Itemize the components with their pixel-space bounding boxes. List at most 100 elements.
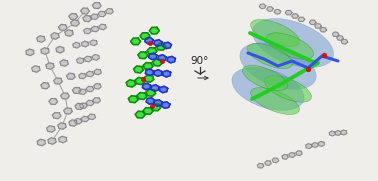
Polygon shape bbox=[98, 11, 106, 17]
Polygon shape bbox=[46, 63, 54, 69]
Polygon shape bbox=[37, 36, 45, 42]
Polygon shape bbox=[285, 10, 292, 15]
Polygon shape bbox=[160, 86, 168, 93]
Polygon shape bbox=[59, 136, 67, 143]
Polygon shape bbox=[305, 144, 312, 149]
Polygon shape bbox=[143, 83, 150, 90]
Polygon shape bbox=[163, 70, 170, 77]
Polygon shape bbox=[144, 75, 154, 82]
Polygon shape bbox=[137, 92, 147, 100]
Polygon shape bbox=[91, 26, 99, 32]
Ellipse shape bbox=[251, 88, 299, 114]
Polygon shape bbox=[59, 24, 67, 31]
Polygon shape bbox=[67, 73, 75, 79]
Ellipse shape bbox=[248, 43, 293, 69]
Polygon shape bbox=[69, 14, 77, 20]
Polygon shape bbox=[91, 14, 98, 19]
Polygon shape bbox=[151, 85, 159, 91]
Polygon shape bbox=[312, 143, 318, 148]
Polygon shape bbox=[49, 98, 57, 104]
Polygon shape bbox=[274, 9, 281, 14]
Polygon shape bbox=[48, 138, 56, 144]
Polygon shape bbox=[56, 46, 64, 53]
Polygon shape bbox=[46, 126, 55, 132]
Polygon shape bbox=[54, 78, 62, 84]
Polygon shape bbox=[94, 69, 101, 75]
Polygon shape bbox=[161, 102, 170, 108]
Polygon shape bbox=[318, 141, 324, 146]
Polygon shape bbox=[90, 40, 97, 46]
Polygon shape bbox=[296, 151, 302, 155]
Polygon shape bbox=[329, 131, 335, 136]
Polygon shape bbox=[310, 20, 316, 25]
Polygon shape bbox=[93, 98, 101, 103]
Polygon shape bbox=[84, 56, 91, 62]
Polygon shape bbox=[335, 131, 341, 135]
Polygon shape bbox=[41, 83, 50, 89]
Polygon shape bbox=[60, 60, 68, 66]
Polygon shape bbox=[146, 89, 156, 96]
Polygon shape bbox=[58, 123, 66, 129]
Polygon shape bbox=[143, 62, 153, 70]
Polygon shape bbox=[292, 14, 298, 18]
Ellipse shape bbox=[251, 20, 299, 47]
Polygon shape bbox=[94, 84, 101, 89]
Polygon shape bbox=[145, 37, 153, 44]
Polygon shape bbox=[149, 53, 157, 60]
Polygon shape bbox=[71, 20, 79, 26]
Polygon shape bbox=[79, 89, 86, 94]
Polygon shape bbox=[135, 77, 145, 85]
Polygon shape bbox=[167, 56, 175, 63]
Polygon shape bbox=[320, 28, 327, 32]
Polygon shape bbox=[51, 33, 59, 39]
Polygon shape bbox=[64, 108, 72, 114]
Polygon shape bbox=[74, 119, 82, 124]
Polygon shape bbox=[105, 9, 113, 14]
Ellipse shape bbox=[232, 68, 304, 110]
Ellipse shape bbox=[253, 18, 333, 68]
Polygon shape bbox=[99, 24, 106, 30]
Polygon shape bbox=[69, 120, 77, 126]
Polygon shape bbox=[341, 130, 347, 135]
Polygon shape bbox=[272, 158, 279, 163]
Polygon shape bbox=[126, 80, 136, 87]
Polygon shape bbox=[147, 48, 157, 54]
Polygon shape bbox=[289, 153, 295, 157]
Polygon shape bbox=[341, 39, 348, 44]
Polygon shape bbox=[83, 15, 91, 22]
Polygon shape bbox=[154, 40, 162, 46]
Polygon shape bbox=[146, 69, 153, 75]
Polygon shape bbox=[135, 111, 145, 118]
Polygon shape bbox=[143, 108, 153, 114]
Ellipse shape bbox=[265, 76, 311, 102]
Polygon shape bbox=[81, 8, 89, 14]
Polygon shape bbox=[75, 103, 84, 110]
Polygon shape bbox=[60, 93, 70, 99]
Polygon shape bbox=[32, 66, 40, 72]
Polygon shape bbox=[65, 30, 73, 36]
Polygon shape bbox=[72, 88, 81, 94]
Polygon shape bbox=[282, 154, 288, 159]
Polygon shape bbox=[26, 49, 34, 56]
Polygon shape bbox=[154, 70, 162, 76]
Polygon shape bbox=[153, 59, 162, 66]
Polygon shape bbox=[37, 139, 45, 146]
Polygon shape bbox=[88, 114, 96, 119]
Polygon shape bbox=[140, 33, 150, 39]
Polygon shape bbox=[134, 66, 143, 73]
Polygon shape bbox=[86, 71, 94, 77]
Polygon shape bbox=[77, 58, 84, 64]
Polygon shape bbox=[81, 41, 88, 47]
Polygon shape bbox=[298, 17, 305, 22]
Polygon shape bbox=[158, 55, 166, 61]
Polygon shape bbox=[265, 161, 271, 165]
Ellipse shape bbox=[240, 43, 316, 89]
Polygon shape bbox=[156, 43, 166, 50]
Polygon shape bbox=[86, 86, 94, 92]
Text: 90°: 90° bbox=[191, 56, 209, 66]
Polygon shape bbox=[337, 36, 343, 40]
Polygon shape bbox=[73, 42, 80, 48]
Polygon shape bbox=[138, 52, 148, 59]
Polygon shape bbox=[92, 54, 99, 60]
Ellipse shape bbox=[242, 65, 288, 90]
